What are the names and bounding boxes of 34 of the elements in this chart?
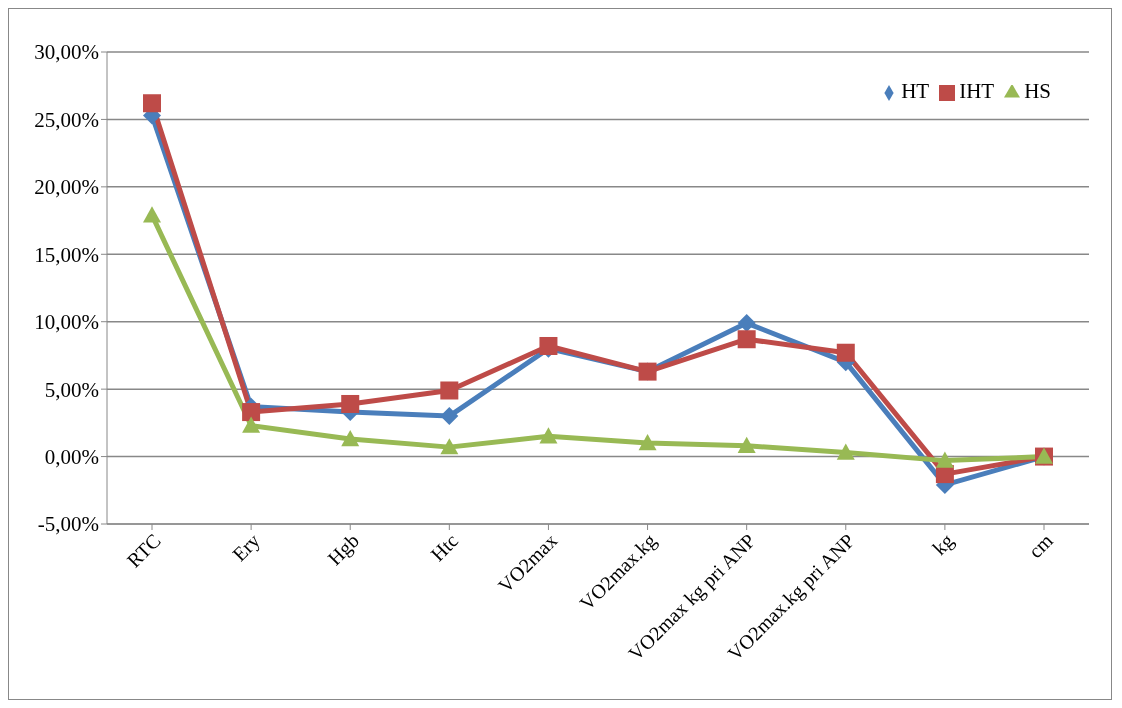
y-tick-label: 0,00% xyxy=(44,445,99,470)
legend-label: HS xyxy=(1024,79,1051,103)
point xyxy=(143,94,161,113)
x-tick-label: Htc xyxy=(426,529,463,566)
point xyxy=(836,343,855,362)
y-tick-label: -5,00% xyxy=(37,512,99,537)
y-tick-label: 10,00% xyxy=(34,310,99,335)
y-tick-label: 20,00% xyxy=(34,175,99,200)
point xyxy=(143,206,161,223)
point xyxy=(341,394,360,413)
point xyxy=(737,314,756,333)
y-tick-label: 30,00% xyxy=(34,40,99,65)
point xyxy=(242,403,261,422)
point xyxy=(935,451,954,468)
point xyxy=(440,438,459,455)
x-tick-label: cm xyxy=(1024,529,1058,563)
y-tick-label: 15,00% xyxy=(34,242,99,267)
point xyxy=(737,330,756,349)
x-tick-label: Hgb xyxy=(323,529,364,570)
point xyxy=(440,381,459,400)
point xyxy=(836,443,855,460)
point xyxy=(539,427,558,444)
x-tick-label: kg xyxy=(928,529,959,560)
y-tick-label: 5,00% xyxy=(44,377,99,402)
legend-label: HT xyxy=(901,79,930,103)
point xyxy=(638,434,657,451)
y-tick-label: 25,00% xyxy=(34,107,99,132)
x-tick-label: RTC xyxy=(122,529,165,572)
x-tick-label: Ery xyxy=(228,529,265,567)
point xyxy=(242,416,261,433)
point xyxy=(440,407,459,426)
point xyxy=(341,430,360,447)
legend-label: IHT xyxy=(959,79,995,103)
point xyxy=(737,436,756,453)
